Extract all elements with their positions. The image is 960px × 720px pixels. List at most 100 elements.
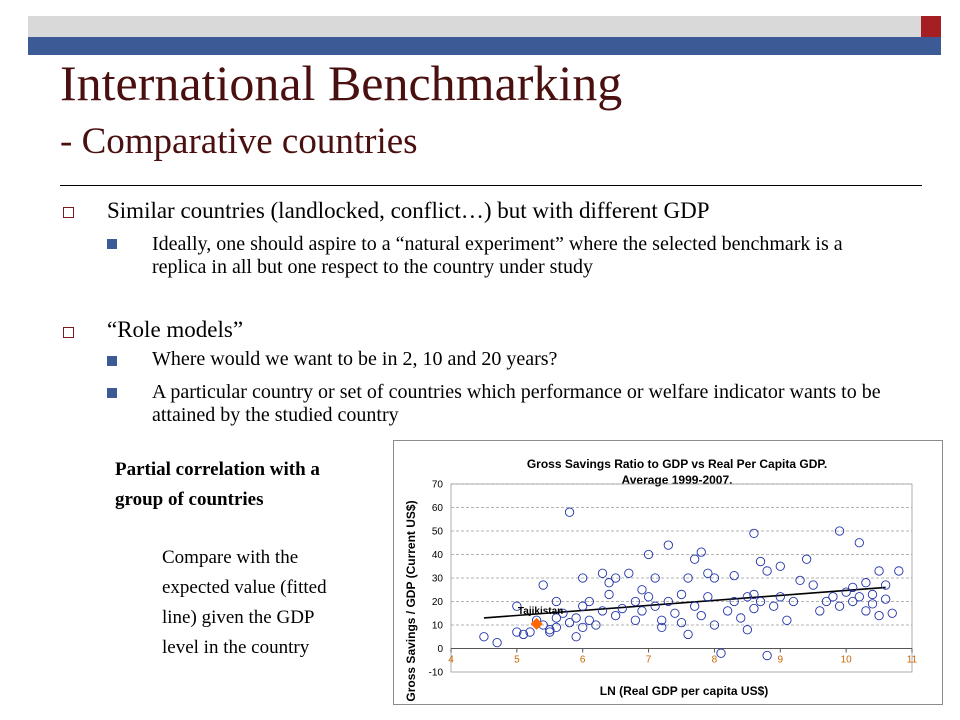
y-tick-label: 0 — [437, 644, 443, 655]
data-point — [874, 566, 884, 576]
data-point — [742, 592, 753, 602]
data-point — [755, 556, 766, 567]
data-point — [637, 585, 647, 595]
bullet-2-sub-2: A particular country or set of countries… — [152, 381, 881, 426]
y-tick-label: 60 — [432, 503, 444, 514]
data-point — [749, 589, 759, 600]
data-point — [854, 538, 864, 548]
data-point — [624, 568, 634, 578]
data-point — [801, 554, 812, 564]
data-point — [657, 622, 667, 633]
data-point — [578, 573, 588, 583]
data-point — [597, 568, 608, 578]
data-point — [650, 601, 660, 611]
trend-layer — [483, 586, 886, 619]
data-point — [551, 622, 562, 633]
data-point — [887, 608, 897, 618]
data-point — [762, 650, 772, 661]
scatter-chart: Gross Savings Ratio to GDP vs Real Per C… — [393, 440, 943, 705]
data-point — [696, 610, 706, 621]
hollow-square-bullet-icon — [63, 327, 74, 338]
data-point — [591, 620, 601, 630]
x-axis-title: LN (Real GDP per capita US$) — [600, 684, 769, 698]
x-tick-label: 9 — [778, 655, 784, 666]
data-point — [808, 580, 818, 590]
data-point — [610, 573, 621, 583]
axis-layer: -10 0 10 20 30 40 50 60 70 4 5 6 7 8 9 10 11 — [429, 480, 918, 679]
x-tick-label: 10 — [841, 655, 853, 666]
filled-square-bullet-icon — [107, 388, 117, 398]
slide-title: International Benchmarking — [60, 55, 623, 111]
slide-subtitle: - Comparative countries — [60, 121, 418, 162]
data-point — [545, 625, 555, 635]
data-point — [643, 592, 654, 602]
data-point — [683, 629, 693, 640]
data-point — [564, 617, 575, 628]
data-point — [749, 528, 759, 539]
data-point — [492, 637, 502, 648]
x-tick-label: 4 — [448, 655, 454, 666]
data-point — [709, 573, 720, 583]
filled-square-bullet-icon — [107, 239, 117, 249]
data-point — [821, 596, 832, 607]
data-point — [874, 610, 884, 621]
data-point — [690, 601, 700, 611]
plot-frame — [450, 483, 913, 673]
data-point — [696, 547, 706, 557]
data-point — [650, 573, 660, 583]
data-point — [834, 526, 845, 536]
y-tick-label: 70 — [432, 480, 444, 491]
data-point — [604, 578, 614, 588]
data-point — [795, 575, 805, 586]
data-point — [769, 601, 779, 611]
bullet-2-sub-1: Where would we want to be in 2, 10 and 2… — [152, 348, 558, 370]
data-point — [663, 596, 673, 607]
data-point — [861, 606, 871, 616]
hollow-square-bullet-icon — [63, 207, 74, 218]
data-point — [703, 568, 713, 578]
y-tick-label: 10 — [432, 621, 444, 632]
y-tick-label: 40 — [432, 550, 444, 561]
data-point — [571, 613, 581, 623]
data-point — [518, 629, 529, 640]
data-point — [848, 582, 858, 593]
x-tick-label: 8 — [712, 655, 718, 666]
data-point — [558, 608, 568, 618]
data-point — [597, 606, 608, 616]
bullet-2-text: “Role models” — [107, 317, 244, 342]
filled-square-bullet-icon — [107, 356, 117, 366]
data-point — [663, 540, 673, 550]
data-point — [551, 613, 562, 623]
data-point — [854, 592, 864, 602]
data-point — [782, 615, 792, 625]
data-point — [736, 613, 746, 623]
chart-title-line-1: Gross Savings Ratio to GDP vs Real Per C… — [527, 457, 827, 471]
side-description: Compare with the expected value (fitted … — [162, 547, 327, 658]
data-point — [775, 561, 785, 571]
data-point — [716, 648, 726, 658]
data-point — [703, 592, 713, 602]
data-point — [512, 627, 522, 637]
data-point — [571, 632, 581, 642]
data-point — [729, 570, 739, 581]
data-point — [881, 594, 891, 604]
data-point — [525, 627, 535, 637]
y-axis-title: Gross Savings / GDP (Current US$) — [404, 500, 418, 701]
data-point — [584, 596, 594, 607]
data-point — [630, 615, 641, 625]
point-layer — [479, 507, 904, 661]
data-point — [729, 596, 739, 607]
data-point — [545, 627, 555, 637]
data-point — [775, 592, 785, 602]
data-point — [676, 589, 687, 600]
data-point — [762, 566, 772, 576]
grid-layer — [451, 483, 912, 649]
data-point — [637, 606, 647, 616]
data-point — [610, 610, 621, 621]
y-tick-label: 30 — [432, 574, 444, 585]
data-point — [867, 599, 878, 609]
data-point — [643, 549, 654, 560]
y-tick-label: 20 — [432, 597, 444, 608]
x-tick-label: 11 — [907, 655, 918, 666]
data-point — [683, 573, 693, 583]
